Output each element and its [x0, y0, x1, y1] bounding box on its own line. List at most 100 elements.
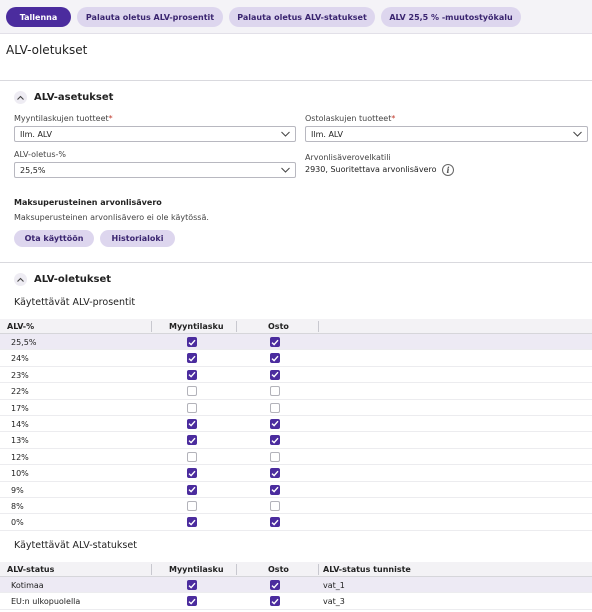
sales-checkbox[interactable]: [187, 596, 197, 607]
table-row[interactable]: 24%: [0, 350, 592, 367]
vat-rate-cell: 10%: [11, 469, 29, 479]
column-separator: [318, 321, 319, 332]
sales-checkbox[interactable]: [187, 580, 197, 590]
default-vat-label: ALV-oletus-%: [14, 150, 66, 159]
divider: [0, 262, 592, 263]
purchase-checkbox[interactable]: [270, 337, 280, 347]
sales-products-select[interactable]: Ilm. ALV: [14, 126, 296, 142]
chevron-up-icon[interactable]: [14, 273, 27, 286]
save-button[interactable]: Tallenna: [6, 7, 71, 27]
vat-status-id-cell: vat_3: [323, 597, 345, 607]
column-separator: [236, 321, 237, 332]
sales-checkbox[interactable]: [187, 418, 197, 429]
cash-basis-description: Maksuperusteinen arvonlisävero ei ole kä…: [14, 213, 209, 222]
table-row[interactable]: 22%: [0, 383, 592, 400]
vat-debt-account-label: Arvonlisäverovelkatili: [305, 153, 391, 162]
purchase-checkbox[interactable]: [270, 517, 280, 528]
table-row[interactable]: 23%: [0, 367, 592, 384]
table-row[interactable]: 25,5%: [0, 334, 592, 351]
table-header: ALV-% Myyntilasku Osto: [0, 319, 592, 334]
purchase-checkbox[interactable]: [270, 596, 280, 607]
sales-checkbox[interactable]: [187, 451, 197, 462]
chevron-up-icon[interactable]: [14, 91, 27, 104]
column-header-purchase: Osto: [268, 322, 289, 331]
vat-rate-cell: 23%: [11, 370, 29, 380]
table-body: 25,5% 24% 23% 22% 17% 14% 13% 12% 10% 9% 8% 0%: [0, 334, 592, 531]
table-header: ALV-status Myyntilasku Osto ALV-status t…: [0, 562, 592, 577]
table-row[interactable]: Kotimaa vat_1: [0, 577, 592, 594]
sales-checkbox[interactable]: [187, 468, 197, 479]
vat-debt-account-value: 2930, Suoritettava arvonlisävero: [305, 165, 437, 174]
vat-rates-title: Käytettävät ALV-prosentit: [14, 297, 136, 308]
purchase-checkbox[interactable]: [270, 468, 280, 479]
vat-rate-cell: 14%: [11, 419, 29, 429]
column-header-rate: ALV-%: [7, 322, 35, 331]
select-value: Ilm. ALV: [311, 129, 343, 139]
table-row[interactable]: 14%: [0, 416, 592, 433]
table-row[interactable]: 9%: [0, 482, 592, 498]
column-separator: [236, 564, 237, 575]
purchase-checkbox[interactable]: [270, 451, 280, 462]
column-header-sales: Myyntilasku: [169, 322, 224, 331]
vat-rate-cell: 22%: [11, 387, 29, 397]
history-log-button[interactable]: Historialoki: [100, 230, 175, 247]
vat-rates-table: ALV-% Myyntilasku Osto 25,5% 24% 23% 22% 17%…: [0, 319, 592, 531]
vat-status-cell: Kotimaa: [11, 581, 44, 590]
enable-cash-basis-button[interactable]: Ota käyttöön: [14, 230, 94, 247]
required-mark: *: [108, 114, 113, 123]
sales-checkbox[interactable]: [187, 386, 197, 397]
reset-default-rates-button[interactable]: Palauta oletus ALV-prosentit: [77, 7, 223, 27]
sales-checkbox[interactable]: [187, 353, 197, 364]
sales-checkbox[interactable]: [187, 337, 197, 347]
sales-checkbox[interactable]: [187, 484, 197, 495]
sales-checkbox[interactable]: [187, 402, 197, 413]
vat-defaults-header[interactable]: ALV-oletukset: [14, 273, 111, 286]
table-row[interactable]: 17%: [0, 400, 592, 416]
vat-status-cell: EU:n ulkopuolella: [11, 597, 81, 607]
vat-rate-cell: 12%: [11, 452, 29, 462]
vat-statuses-table: ALV-status Myyntilasku Osto ALV-status t…: [0, 562, 592, 610]
default-vat-select[interactable]: 25,5%: [14, 162, 296, 178]
purchase-checkbox[interactable]: [270, 402, 280, 413]
table-row[interactable]: 12%: [0, 449, 592, 466]
page-title: ALV-oletukset: [6, 43, 88, 57]
table-row[interactable]: 8%: [0, 498, 592, 515]
divider: [0, 80, 592, 81]
sales-checkbox[interactable]: [187, 517, 197, 528]
sales-products-label: Myyntilaskujen tuotteet*: [14, 114, 113, 123]
vat-rate-cell: 25,5%: [11, 338, 37, 347]
table-row[interactable]: 0%: [0, 514, 592, 531]
purchase-products-label: Ostolaskujen tuotteet*: [305, 114, 396, 123]
info-icon[interactable]: i: [442, 164, 454, 176]
vat-rate-cell: 13%: [11, 436, 29, 446]
select-value: 25,5%: [20, 165, 46, 175]
sales-checkbox[interactable]: [187, 500, 197, 511]
vat-rate-cell: 9%: [11, 485, 24, 495]
purchase-checkbox[interactable]: [270, 500, 280, 511]
select-value: Ilm. ALV: [20, 129, 52, 139]
vat-rate-cell: 0%: [11, 518, 24, 528]
purchase-checkbox[interactable]: [270, 580, 280, 590]
column-separator: [151, 564, 152, 575]
purchase-checkbox[interactable]: [270, 386, 280, 397]
section-title: ALV-oletukset: [34, 274, 112, 285]
column-header-purchase: Osto: [268, 565, 289, 574]
toolbar: Tallenna Palauta oletus ALV-prosentit Pa…: [0, 0, 592, 34]
purchase-checkbox[interactable]: [270, 353, 280, 364]
reset-default-statuses-button[interactable]: Palauta oletus ALV-statukset: [229, 7, 375, 27]
purchase-products-select[interactable]: Ilm. ALV: [305, 126, 588, 142]
vat-change-tool-button[interactable]: ALV 25,5 % -muutostyökalu: [381, 7, 521, 27]
column-header-status: ALV-status: [7, 565, 55, 574]
table-row[interactable]: EU:n ulkopuolella vat_3: [0, 593, 592, 610]
table-row[interactable]: 10%: [0, 465, 592, 482]
purchase-checkbox[interactable]: [270, 435, 280, 446]
purchase-checkbox[interactable]: [270, 418, 280, 429]
section-title: ALV-asetukset: [34, 92, 114, 103]
table-row[interactable]: 13%: [0, 432, 592, 449]
vat-settings-header[interactable]: ALV-asetukset: [14, 91, 113, 104]
vat-status-id-cell: vat_1: [323, 581, 345, 590]
sales-checkbox[interactable]: [187, 369, 197, 380]
sales-checkbox[interactable]: [187, 435, 197, 446]
purchase-checkbox[interactable]: [270, 369, 280, 380]
purchase-checkbox[interactable]: [270, 484, 280, 495]
